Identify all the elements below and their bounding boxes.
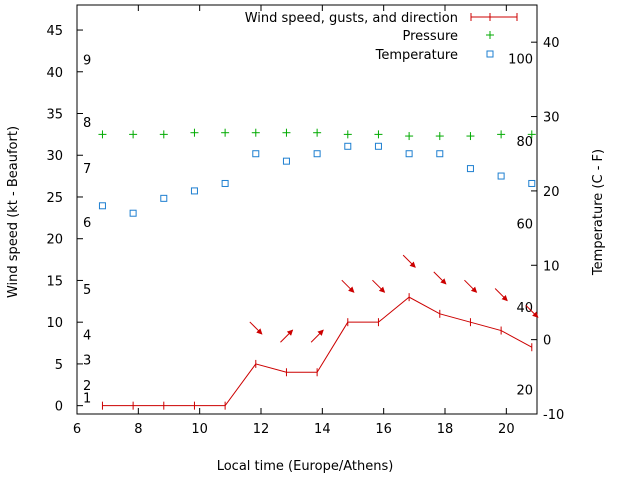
beaufort-label: 1 bbox=[83, 391, 91, 406]
y-tick-label: 20 bbox=[46, 233, 63, 248]
temperature-point bbox=[190, 187, 198, 195]
wind-direction-arrow bbox=[249, 321, 263, 335]
y-tick-label: 10 bbox=[46, 316, 63, 331]
y-tick-label: 5 bbox=[55, 358, 63, 373]
wind-direction-arrow bbox=[341, 279, 355, 293]
temperature-point bbox=[528, 179, 536, 187]
y2-tick-label: 10 bbox=[543, 259, 560, 274]
legend-temperature-swatch bbox=[486, 50, 494, 58]
y-tick-label: 0 bbox=[55, 400, 63, 415]
temperature-point bbox=[129, 209, 137, 217]
legend-pressure-swatch bbox=[486, 31, 494, 39]
wind-direction-arrow bbox=[372, 279, 386, 293]
wind-direction-arrow bbox=[525, 304, 539, 318]
pressure-point bbox=[98, 130, 107, 139]
wind-direction-arrow bbox=[464, 279, 478, 293]
wind-direction-arrow bbox=[280, 329, 294, 343]
pressure-point bbox=[466, 132, 475, 141]
y2-tick-label: 40 bbox=[543, 36, 560, 51]
pressure-point bbox=[435, 132, 444, 141]
wind-direction-arrow bbox=[310, 329, 324, 343]
pressure-point bbox=[251, 128, 260, 137]
temperature-point bbox=[98, 202, 106, 210]
x-tick-label: 18 bbox=[437, 422, 454, 437]
y-tick-label: 35 bbox=[46, 108, 63, 123]
x-tick-label: 20 bbox=[498, 422, 515, 437]
pressure-point bbox=[374, 130, 383, 139]
temperature-point bbox=[252, 150, 260, 158]
fahrenheit-label: 80 bbox=[516, 135, 533, 150]
beaufort-label: 9 bbox=[83, 53, 91, 68]
pressure-point bbox=[190, 128, 199, 137]
pressure-point bbox=[313, 128, 322, 137]
y2-tick-label: 20 bbox=[543, 185, 560, 200]
temperature-point bbox=[405, 150, 413, 158]
x-tick-label: 10 bbox=[191, 422, 208, 437]
beaufort-label: 6 bbox=[83, 216, 91, 231]
beaufort-label: 3 bbox=[83, 354, 91, 369]
y-tick-label: 30 bbox=[46, 149, 63, 164]
x-tick-label: 12 bbox=[253, 422, 270, 437]
legend-temperature-label: Temperature bbox=[375, 48, 458, 63]
y2-axis-title: Temperature (C - F) bbox=[591, 149, 606, 276]
y-tick-label: 15 bbox=[46, 274, 63, 289]
temperature-point bbox=[374, 142, 382, 150]
x-tick-label: 16 bbox=[375, 422, 392, 437]
beaufort-label: 2 bbox=[83, 379, 91, 394]
beaufort-label: 4 bbox=[83, 329, 91, 344]
x-tick-label: 6 bbox=[73, 422, 81, 437]
y-tick-label: 25 bbox=[46, 191, 63, 206]
pressure-point bbox=[497, 130, 506, 139]
y2-tick-label: -10 bbox=[543, 408, 564, 423]
temperature-point bbox=[221, 179, 229, 187]
wind-speed-line bbox=[102, 296, 533, 407]
wind-direction-arrow bbox=[433, 271, 447, 285]
x-axis-title: Local time (Europe/Athens) bbox=[217, 459, 394, 474]
temperature-point bbox=[282, 157, 290, 165]
pressure-point bbox=[282, 128, 291, 137]
x-tick-label: 14 bbox=[314, 422, 331, 437]
temperature-point bbox=[497, 172, 505, 180]
pressure-point bbox=[527, 130, 536, 139]
wind-direction-arrow bbox=[494, 288, 508, 302]
plot-frame bbox=[76, 4, 538, 415]
wind-direction-arrow bbox=[402, 254, 416, 268]
beaufort-label: 5 bbox=[83, 283, 91, 298]
temperature-point bbox=[313, 150, 321, 158]
x-tick-label: 8 bbox=[134, 422, 142, 437]
fahrenheit-label: 60 bbox=[516, 218, 533, 233]
beaufort-label: 8 bbox=[83, 116, 91, 131]
y2-tick-label: 30 bbox=[543, 111, 560, 126]
fahrenheit-label: 20 bbox=[516, 383, 533, 398]
y2-tick-label: 0 bbox=[543, 334, 551, 349]
pressure-point bbox=[343, 130, 352, 139]
y-axis-title: Wind speed (kt - Beaufort) bbox=[6, 126, 21, 298]
pressure-point bbox=[159, 130, 168, 139]
temperature-point bbox=[436, 150, 444, 158]
temperature-point bbox=[160, 194, 168, 202]
pressure-point bbox=[405, 132, 414, 141]
temperature-point bbox=[466, 165, 474, 173]
pressure-point bbox=[129, 130, 138, 139]
pressure-point bbox=[221, 128, 230, 137]
legend-wind-label: Wind speed, gusts, and direction bbox=[245, 11, 458, 26]
y-tick-label: 45 bbox=[46, 24, 63, 39]
legend-pressure-label: Pressure bbox=[402, 29, 458, 44]
legend-wind-swatch bbox=[470, 13, 518, 21]
beaufort-label: 7 bbox=[83, 162, 91, 177]
fahrenheit-label: 40 bbox=[516, 301, 533, 316]
y-tick-label: 40 bbox=[46, 66, 63, 81]
temperature-point bbox=[344, 142, 352, 150]
fahrenheit-label: 100 bbox=[508, 53, 533, 68]
